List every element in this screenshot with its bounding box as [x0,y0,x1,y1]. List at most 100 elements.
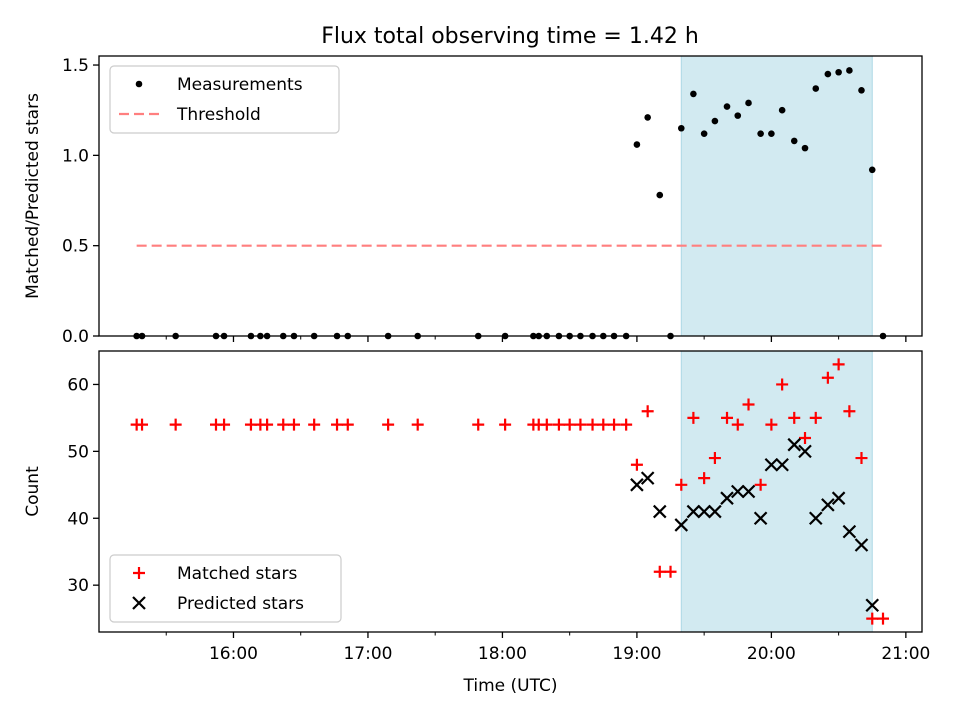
matched-star-marker [563,418,576,431]
matched-star-marker [261,418,274,431]
y-tick-label: 0.0 [62,327,89,347]
matched-star-marker [866,612,879,625]
matched-star-marker [821,371,834,384]
y-tick-label: 40 [67,509,89,529]
matched-star-marker [653,565,666,578]
axes-frame [98,55,923,337]
measurement-point [745,99,752,107]
matched-star-marker [630,458,643,471]
legend-label: Matched stars [177,564,297,584]
matched-star-marker [597,418,610,431]
matched-star-marker [331,418,344,431]
matched-star-marker [287,418,300,431]
matched-star-marker [608,418,621,431]
measurement-point [858,87,865,94]
measurement-point [835,68,842,76]
matched-star-marker [308,418,321,431]
y-axis-label: Count [23,466,43,517]
matched-star-marker [855,452,868,465]
matched-star-marker [742,398,755,411]
measurement-point [868,166,876,174]
matched-star-marker [472,418,485,431]
matched-star-marker [731,418,744,431]
measurement-point [700,130,708,137]
predicted-star-marker [674,518,689,532]
x-tick-label: 21:00 [881,644,930,664]
bottom-panel: 16:00 17:00 18:00 19:00 20:00 21:00 30 40 50 60 Co… [23,350,930,696]
predicted-star-marker [808,511,823,526]
legend-predicted-swatch [132,596,146,610]
x-tick-label: 17:00 [343,644,392,664]
matched-star-marker [698,472,711,485]
measurement-point [801,144,809,152]
measurement-point [711,117,719,125]
matched-star-marker [809,411,822,424]
legend-label: Threshold [176,105,261,125]
predicted-star-marker [798,444,812,459]
predicted-star-marker [821,498,835,512]
predicted-star-marker [842,524,857,539]
matched-star-marker [341,418,354,431]
matched-star-marker [788,411,801,424]
y-axis-label: Matched/Predicted stars [23,93,43,299]
matched-star-marker [641,405,654,418]
y-tick-label: 50 [67,442,89,462]
matched-star-marker [799,431,812,444]
predicted-star-marker [708,504,722,519]
observing-span [680,55,873,337]
matched-star-marker [721,411,734,424]
matched-star-marker [754,478,767,491]
figure-title: Flux total observing time = 1.42 h [321,24,699,49]
top-panel: 0.0 0.5 1.0 1.5 Matched/Predicted stars Measu… [23,55,923,347]
legend-measurement-swatch [135,80,143,88]
measurement-point [812,85,820,92]
y-tick-label: 0.5 [62,237,89,257]
matched-star-marker [499,418,512,431]
matched-star-marker [382,418,395,431]
measurement-point [644,114,651,121]
matched-star-marker [169,418,182,431]
predicted-star-marker [854,538,869,552]
measurement-point [790,137,798,145]
predicted-star-marker [720,491,734,505]
measurement-point [633,141,641,148]
predicted-star-marker [764,457,779,472]
x-tick-label: 18:00 [478,644,527,664]
predicted-star-marker [652,504,667,519]
legend: Measurements Threshold [109,65,340,134]
x-tick-label: 19:00 [612,644,661,664]
measurement-point [677,124,685,132]
matched-star-marker [843,405,856,418]
matched-star-marker [574,418,587,431]
matched-star-marker [708,452,721,465]
matched-star-marker [620,418,633,431]
x-tick-label: 16:00 [209,644,258,664]
matched-star-marker [765,418,778,431]
matched-star-marker [136,418,149,431]
predicted-star-marker [697,504,711,519]
y-tick-label: 30 [67,576,89,596]
matched-star-marker [832,358,845,371]
matched-star-marker [877,612,890,625]
predicted-star-marker [787,437,802,452]
predicted-star-marker [630,478,644,492]
legend-label: Predicted stars [177,594,304,614]
predicted-star-marker [640,471,655,485]
y-tick-label: 1.5 [62,56,89,76]
matched-star-marker [776,378,789,391]
predicted-star-marker [686,504,701,519]
axes-frame [98,350,923,633]
legend-matched-swatch [133,567,145,579]
legend: Matched stars Predicted stars [109,554,342,623]
predicted-star-marker [730,484,745,499]
legend-frame [109,65,340,134]
matched-star-marker [218,418,231,431]
matched-star-marker [687,411,700,424]
measurement-point [734,112,742,119]
measurement-point [824,70,832,78]
legend-label: Measurements [177,75,303,95]
x-tick-label: 20:00 [747,644,796,664]
predicted-star-marker [831,491,846,505]
measurement-point [656,191,664,199]
